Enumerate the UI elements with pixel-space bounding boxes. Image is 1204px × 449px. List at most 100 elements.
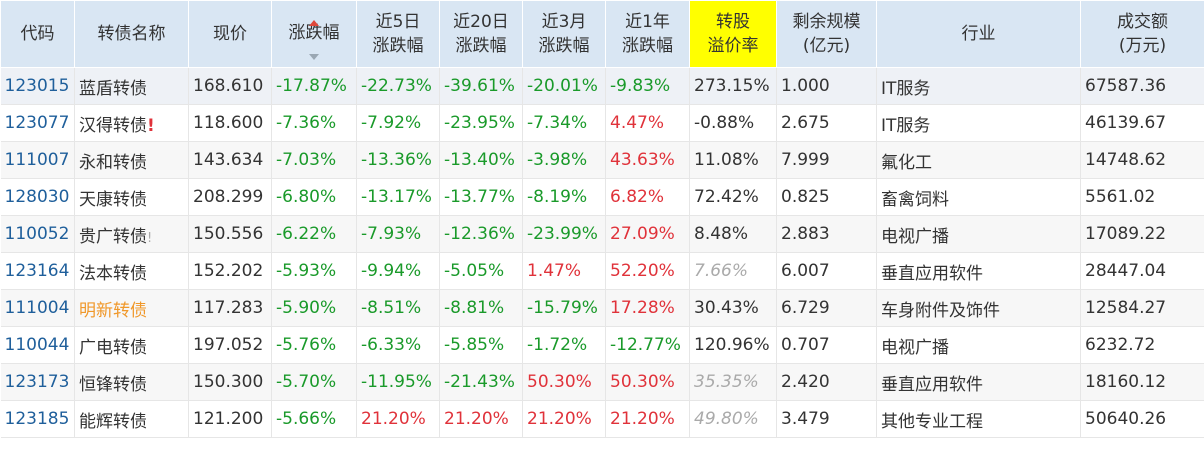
premium-cell: 72.42%	[689, 178, 777, 216]
chg3m-cell-text: -1.72%	[527, 335, 588, 355]
col-header-name[interactable]: 转债名称	[74, 0, 189, 68]
col-header-premium-line2: 溢价率	[707, 36, 759, 56]
table-row[interactable]: 128030 天康转债 208.299 -6.80% -13.17% -13.77% -8.…	[0, 178, 1204, 216]
bond-code-link[interactable]: 111007	[0, 141, 75, 179]
volume-cell-text: 67587.36	[1085, 76, 1167, 96]
table-row[interactable]: 123164 法本转债 152.202 -5.93% -9.94% -5.05% 1.47%…	[0, 252, 1204, 290]
table-row[interactable]: 110052 贵广转债! 150.556 -6.22% -7.93% -12.36% -23…	[0, 215, 1204, 253]
col-header-code[interactable]: 代码	[0, 0, 75, 68]
chg20d-cell: -5.05%	[439, 252, 523, 290]
col-header-price[interactable]: 现价	[188, 0, 272, 68]
chg3m-cell: -15.79%	[522, 289, 606, 327]
bond-name-link[interactable]: 汉得转债!	[74, 104, 189, 142]
bond-code-link[interactable]: 110044	[0, 326, 75, 364]
bond-name-link-text[interactable]: 广电转债	[79, 337, 147, 358]
bond-name-link-text[interactable]: 蓝盾转债	[79, 78, 147, 99]
col-header-chg1y[interactable]: 近1年 涨跌幅	[605, 0, 690, 68]
price-cell-text: 150.300	[193, 372, 264, 392]
chg3m-cell: 50.30%	[522, 363, 606, 401]
col-header-industry[interactable]: 行业	[876, 0, 1081, 68]
header-row: 代码 转债名称 现价 涨跌幅 近5日 涨跌幅 近20日 涨跌幅 近3月 涨跌幅 近1年…	[0, 0, 1204, 68]
price-cell: 121.200	[188, 400, 272, 438]
col-header-change[interactable]: 涨跌幅	[271, 0, 357, 68]
chg5d-cell-text: -11.95%	[361, 372, 432, 392]
bond-name-link[interactable]: 贵广转债!	[74, 215, 189, 253]
chg1y-cell: -12.77%	[605, 326, 690, 364]
change-cell: -5.66%	[271, 400, 357, 438]
bond-code-link-text[interactable]: 110044	[4, 335, 70, 355]
chg3m-cell-text: 1.47%	[527, 261, 582, 281]
col-header-price-label: 现价	[213, 24, 247, 44]
bond-name-link[interactable]: 法本转债	[74, 252, 189, 290]
bond-code-link-text[interactable]: 111004	[4, 298, 70, 318]
bond-code-link-text[interactable]: 110052	[4, 224, 70, 244]
table-row[interactable]: 123185 能辉转债 121.200 -5.66% 21.20% 21.20% 21.20…	[0, 400, 1204, 438]
industry-cell-text: IT服务	[881, 78, 931, 99]
chg1y-cell-text: -9.83%	[610, 76, 671, 96]
chg1y-cell-text: 50.30%	[610, 372, 675, 392]
bond-name-link[interactable]: 明新转债	[74, 289, 189, 327]
col-header-remaining[interactable]: 剩余规模 (亿元)	[776, 0, 877, 68]
bond-name-link-text[interactable]: 汉得转债	[79, 115, 147, 136]
bond-name-link-text[interactable]: 永和转债	[79, 152, 147, 173]
bond-code-link[interactable]: 128030	[0, 178, 75, 216]
table-row[interactable]: 111007 永和转债 143.634 -7.03% -13.36% -13.40% -3.…	[0, 141, 1204, 179]
col-header-volume[interactable]: 成交额 (万元)	[1080, 0, 1204, 68]
bond-name-link-text[interactable]: 天康转债	[79, 189, 147, 210]
bond-code-link-text[interactable]: 123015	[4, 76, 70, 96]
premium-cell: 273.15%	[689, 67, 777, 105]
industry-cell: 氟化工	[876, 141, 1081, 179]
col-header-chg5d[interactable]: 近5日 涨跌幅	[356, 0, 440, 68]
bond-name-link[interactable]: 天康转债	[74, 178, 189, 216]
bond-code-link[interactable]: 111004	[0, 289, 75, 327]
bond-code-link-text[interactable]: 111007	[4, 150, 70, 170]
col-header-premium[interactable]: 转股 溢价率	[689, 0, 777, 68]
bond-code-link[interactable]: 123077	[0, 104, 75, 142]
change-cell-text: -5.70%	[276, 372, 337, 392]
table-row[interactable]: 123173 恒锋转债 150.300 -5.70% -11.95% -21.43% 50.…	[0, 363, 1204, 401]
col-header-change-label: 涨跌幅	[288, 23, 340, 43]
bond-name-link-text[interactable]: 贵广转债	[79, 226, 147, 247]
bond-code-link-text[interactable]: 123164	[4, 261, 70, 281]
col-header-chg20d[interactable]: 近20日 涨跌幅	[439, 0, 523, 68]
remaining-cell-text: 0.825	[781, 187, 830, 207]
col-header-name-label: 转债名称	[97, 24, 166, 44]
bond-code-link-text[interactable]: 123173	[4, 372, 70, 392]
bond-code-link[interactable]: 123164	[0, 252, 75, 290]
table-row[interactable]: 111004 明新转债 117.283 -5.90% -8.51% -8.81% -15.7…	[0, 289, 1204, 327]
chg5d-cell-text: -6.33%	[361, 335, 422, 355]
bond-code-link-text[interactable]: 128030	[4, 187, 70, 207]
col-header-chg3m[interactable]: 近3月 涨跌幅	[522, 0, 606, 68]
chg5d-cell: -13.17%	[356, 178, 440, 216]
table-row[interactable]: 123015 蓝盾转债 168.610 -17.87% -22.73% -39.61% -2…	[0, 67, 1204, 105]
bond-code-link-text[interactable]: 123185	[4, 409, 70, 429]
bond-name-link[interactable]: 广电转债	[74, 326, 189, 364]
bond-code-link[interactable]: 123185	[0, 400, 75, 438]
chg1y-cell-text: -12.77%	[610, 335, 681, 355]
col-header-chg3m-line2: 涨跌幅	[538, 36, 590, 56]
col-header-chg20d-line1: 近20日	[453, 12, 509, 32]
chg1y-cell: -9.83%	[605, 67, 690, 105]
bond-name-link-text[interactable]: 能辉转债	[79, 411, 147, 432]
chg1y-cell: 17.28%	[605, 289, 690, 327]
bond-code-link[interactable]: 123173	[0, 363, 75, 401]
industry-cell-text: 畜禽饲料	[881, 189, 949, 210]
bond-code-link-text[interactable]: 123077	[4, 113, 70, 133]
volume-cell-text: 12584.27	[1085, 298, 1167, 318]
table-row[interactable]: 123077 汉得转债! 118.600 -7.36% -7.92% -23.95% -7.…	[0, 104, 1204, 142]
bond-code-link[interactable]: 123015	[0, 67, 75, 105]
chg5d-cell: -9.94%	[356, 252, 440, 290]
bond-name-link-text[interactable]: 明新转债	[79, 300, 147, 321]
bond-name-link-text[interactable]: 法本转债	[79, 263, 147, 284]
bond-name-link[interactable]: 恒锋转债	[74, 363, 189, 401]
bond-name-link[interactable]: 能辉转债	[74, 400, 189, 438]
bond-name-link[interactable]: 蓝盾转债	[74, 67, 189, 105]
change-cell-text: -5.90%	[276, 298, 337, 318]
premium-cell-text: 11.08%	[694, 150, 759, 170]
table-row[interactable]: 110044 广电转债 197.052 -5.76% -6.33% -5.85% -1.72…	[0, 326, 1204, 364]
bond-name-link-text[interactable]: 恒锋转债	[79, 374, 147, 395]
bond-code-link[interactable]: 110052	[0, 215, 75, 253]
bond-name-link[interactable]: 永和转债	[74, 141, 189, 179]
price-cell-text: 143.634	[193, 150, 264, 170]
remaining-cell: 0.707	[776, 326, 877, 364]
